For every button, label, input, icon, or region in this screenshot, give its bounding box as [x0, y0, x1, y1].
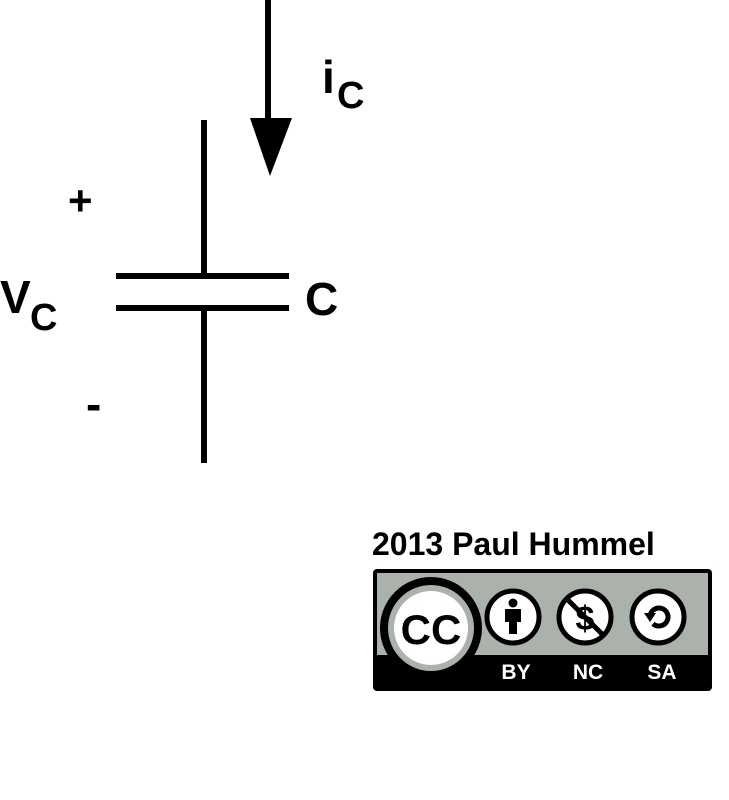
badge-label-sa: SA	[647, 661, 676, 684]
license-badge: CC $ BY NC SA	[373, 569, 712, 691]
noncommercial-dollar-icon: $	[556, 588, 614, 646]
current-label-main: i	[322, 51, 335, 103]
capacitor-symbol	[116, 120, 289, 463]
cc-icon: CC	[380, 577, 482, 679]
cc-logo-text: CC	[401, 606, 462, 653]
sharealike-icon	[629, 588, 687, 646]
current-arrow	[250, 0, 292, 176]
badge-label-nc: NC	[573, 661, 603, 684]
minus-sign: -	[86, 378, 101, 430]
capacitor-label: C	[305, 273, 338, 325]
current-label-subscript: C	[337, 75, 364, 117]
badge-label-by: BY	[501, 661, 530, 684]
voltage-label-subscript: C	[30, 297, 57, 339]
current-label: i	[322, 51, 335, 103]
credit-text: 2013 Paul Hummel	[372, 526, 655, 562]
plus-sign: +	[68, 177, 93, 224]
voltage-label: V	[0, 271, 31, 323]
attribution-person-icon	[484, 588, 542, 646]
